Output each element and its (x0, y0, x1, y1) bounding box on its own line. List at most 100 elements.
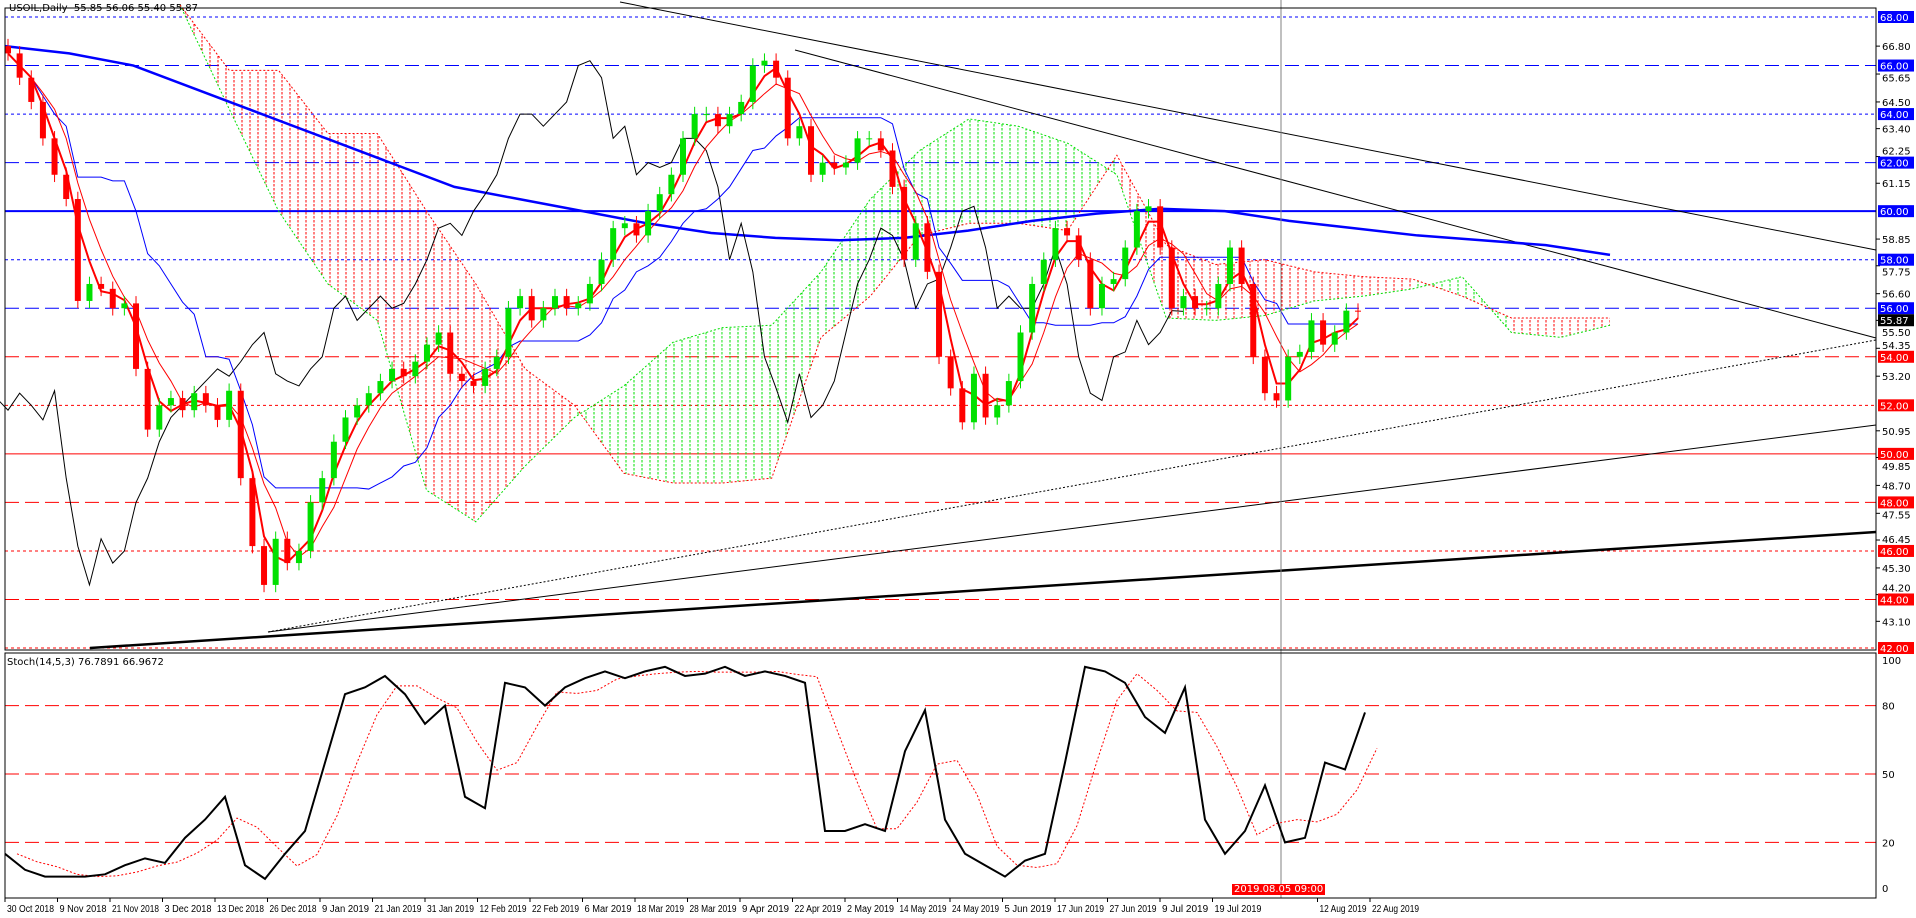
candle-bullish (295, 550, 302, 564)
level-price-badge (1878, 108, 1914, 121)
candle-bullish (691, 114, 698, 139)
candle-bullish (482, 368, 489, 386)
x-tick-label: 9 Jan 2019 (322, 904, 369, 915)
price-axis: 66.80 65.65 64.50 63.40 62.25 61.15 58.85 57.75… (1876, 11, 1914, 655)
y-tick-label: 43.10 (1882, 617, 1911, 628)
level-price-badge (1878, 447, 1914, 460)
cloud-segment (968, 118, 1019, 224)
trendlines[interactable] (89, 1, 1877, 650)
y-tick-label: 58.85 (1882, 235, 1911, 246)
x-tick-label: 22 Aug 2019 (1372, 904, 1419, 915)
ichimoku-cloud (179, 4, 1611, 523)
level-price-badge (1878, 399, 1914, 412)
chart-header: USOIL,Daily 55.85 56.06 55.40 55.87 (9, 3, 198, 14)
candle-bearish (1355, 310, 1361, 312)
cloud-segment (1511, 317, 1561, 338)
candle-bearish (901, 186, 908, 260)
y-tick-label: 44.20 (1882, 583, 1911, 594)
x-tick-label: 9 Nov 2018 (60, 904, 107, 915)
candle-bullish (354, 405, 361, 418)
trendline-dotted-support[interactable] (267, 339, 1877, 633)
candle-bullish (156, 405, 163, 430)
cloud-segment (1314, 271, 1364, 301)
x-tick-label: 2 May 2019 (847, 904, 894, 915)
y-tick-label: 64.50 (1882, 98, 1911, 109)
stoch-tick-label: 100 (1882, 656, 1901, 667)
trendline-thick-support[interactable] (89, 530, 1877, 650)
x-tick-label: 31 Jan 2019 (427, 904, 474, 915)
stoch-tick-label: 20 (1882, 838, 1895, 849)
candle-bullish (1040, 259, 1047, 284)
trendline-thin-support[interactable] (267, 424, 1877, 633)
chikou-span (0, 60, 1184, 587)
crosshair-date-label: 2019.08.05 09:00 (1232, 884, 1326, 895)
y-tick-label: 54.35 (1882, 341, 1911, 352)
candle-bullish (1203, 308, 1210, 310)
cloud-segment (229, 70, 279, 212)
candle-bullish (505, 308, 512, 357)
main-frame (4, 7, 1877, 651)
candle-bullish (493, 356, 500, 369)
level-price-label: 60.00 (1880, 207, 1909, 218)
level-price-label: 68.00 (1880, 13, 1909, 24)
candle-bullish (435, 332, 442, 345)
candle-bullish (1343, 310, 1350, 333)
level-price-label: 50.00 (1880, 450, 1909, 461)
candle-bullish (423, 344, 430, 362)
candle-bullish (86, 283, 93, 301)
candle-bullish (272, 538, 279, 585)
stoch-frame (4, 652, 1877, 899)
candle-bearish (447, 332, 454, 374)
trendline-upper[interactable] (619, 1, 1877, 251)
candle-bearish (773, 60, 780, 78)
candle-bearish (714, 114, 721, 127)
senkou-span-b (179, 4, 1610, 484)
stoch-header: Stoch(14,5,3) 76.7891 66.9672 (7, 657, 164, 668)
level-price-label: 42.00 (1880, 644, 1909, 655)
candle-bullish (389, 368, 396, 382)
candle-bullish (1005, 381, 1012, 406)
candle-bearish (1168, 247, 1175, 309)
y-tick-label: 49.85 (1882, 462, 1911, 473)
moving-average-fast-thin (7, 53, 1359, 558)
moving-average-slow (4, 44, 1611, 257)
candle-bearish (1087, 259, 1094, 309)
y-tick-label: 45.30 (1882, 564, 1911, 575)
candle-bullish (1226, 247, 1233, 284)
cloud-segment (475, 283, 526, 522)
candle-bearish (1273, 393, 1280, 401)
candle-bearish (959, 388, 966, 423)
candle-bearish (1250, 283, 1257, 357)
candle-bearish (261, 546, 268, 585)
date-axis: 30 Oct 2018 9 Nov 2018 21 Nov 2018 3 Dec 20… (4, 898, 1419, 915)
x-tick-label: 17 Jun 2019 (1057, 904, 1104, 915)
x-tick-label: 28 Mar 2019 (690, 904, 737, 915)
symbol-label: USOIL,Daily (9, 3, 68, 14)
candle-bullish (167, 398, 174, 406)
candle-bearish (109, 288, 116, 309)
candle-bullish (796, 126, 803, 139)
candle-bullish (121, 303, 128, 309)
candle-bearish (808, 126, 815, 175)
cloud-segment (1412, 276, 1463, 297)
candle-bullish (761, 60, 768, 66)
stochastic-panel: 100 80 50 20 0 (4, 656, 1901, 895)
trendline-resistance[interactable] (794, 49, 1877, 339)
cloud-segment (623, 342, 674, 483)
level-price-badge (1878, 642, 1914, 655)
cloud-segment (1264, 259, 1315, 316)
cloud-segment (1018, 126, 1068, 231)
candle-bearish (202, 393, 209, 406)
y-tick-label: 46.45 (1882, 535, 1911, 546)
y-tick-label: 57.75 (1882, 268, 1911, 279)
candle-bearish (633, 223, 640, 236)
candle-bearish (133, 303, 140, 369)
candle-bullish (1052, 228, 1059, 260)
candle-bullish (1308, 320, 1315, 352)
candle-bullish (365, 393, 372, 406)
cloud-segment (673, 327, 723, 483)
candle-bearish (400, 368, 407, 377)
candle-bearish (924, 223, 931, 272)
candle-bullish (912, 223, 919, 260)
